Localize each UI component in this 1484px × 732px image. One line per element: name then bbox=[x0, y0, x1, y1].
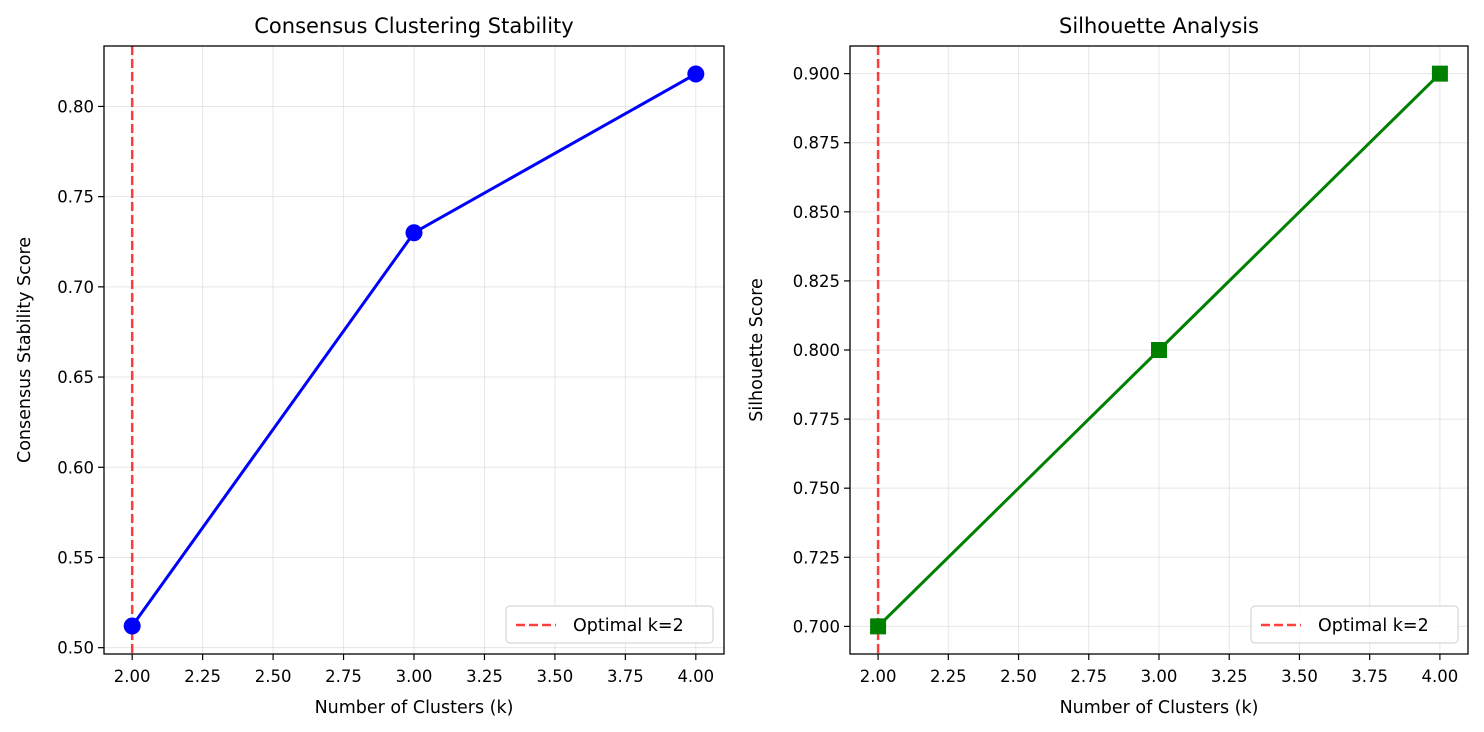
legend-box bbox=[505, 605, 714, 644]
data-point bbox=[405, 224, 423, 242]
legend-label: Optimal k=2 bbox=[573, 616, 684, 636]
silhouette-analysis-chart: Silhouette Analysis 2.00 2.25 2.50 2.75 3.00… bbox=[747, 14, 1469, 718]
x-tick-label: 3.25 bbox=[466, 667, 503, 686]
legend-box bbox=[1250, 605, 1459, 644]
legend-label: Optimal k=2 bbox=[1318, 616, 1429, 636]
data-point bbox=[1151, 342, 1167, 358]
data-point bbox=[870, 618, 887, 635]
x-tick-label: 2.00 bbox=[114, 667, 151, 686]
y-tick-label: 0.70 bbox=[57, 278, 94, 297]
y-tick-label: 0.800 bbox=[793, 341, 840, 360]
x-tick-label: 3.50 bbox=[537, 667, 574, 686]
y-tick-label: 0.80 bbox=[57, 97, 94, 116]
y-tick-label: 0.825 bbox=[793, 272, 840, 291]
x-tick-label: 2.75 bbox=[1070, 667, 1107, 686]
x-tick-label: 2.25 bbox=[184, 667, 221, 686]
x-tick-label: 2.50 bbox=[1000, 667, 1037, 686]
y-tick-label: 0.875 bbox=[793, 134, 840, 153]
data-point bbox=[1431, 65, 1448, 82]
y-tick-label: 0.50 bbox=[57, 639, 94, 658]
y-tick-label: 0.65 bbox=[57, 368, 94, 387]
legend: Optimal k=2 bbox=[505, 605, 714, 644]
consensus-stability-chart: Consensus Clustering Stability 2.00 2.25 2… bbox=[15, 14, 725, 718]
x-tick-label: 2.50 bbox=[255, 667, 292, 686]
x-tick-label: 2.75 bbox=[325, 667, 362, 686]
x-tick-label: 3.75 bbox=[607, 667, 644, 686]
y-tick-label: 0.750 bbox=[793, 479, 840, 498]
x-tick-label: 2.25 bbox=[930, 667, 967, 686]
legend: Optimal k=2 bbox=[1250, 605, 1459, 644]
y-tick-label: 0.725 bbox=[793, 548, 840, 567]
x-tick-label: 4.00 bbox=[677, 667, 714, 686]
data-point bbox=[687, 65, 705, 83]
chart-title: Silhouette Analysis bbox=[1059, 14, 1259, 38]
y-tick-label: 0.850 bbox=[793, 203, 840, 222]
y-axis-label: Silhouette Score bbox=[747, 278, 767, 422]
x-axis-label: Number of Clusters (k) bbox=[315, 698, 514, 718]
y-tick-label: 0.775 bbox=[793, 410, 840, 429]
y-axis-label: Consensus Stability Score bbox=[15, 237, 35, 463]
y-tick-label: 0.75 bbox=[57, 188, 94, 207]
chart-title: Consensus Clustering Stability bbox=[254, 14, 573, 38]
y-tick-label: 0.55 bbox=[57, 548, 94, 567]
x-tick-label: 3.00 bbox=[1141, 667, 1178, 686]
data-point bbox=[123, 617, 141, 635]
x-tick-label: 3.50 bbox=[1281, 667, 1318, 686]
y-tick-label: 0.700 bbox=[793, 617, 840, 636]
x-tick-label: 3.25 bbox=[1211, 667, 1248, 686]
x-tick-label: 3.00 bbox=[396, 667, 433, 686]
y-tick-label: 0.900 bbox=[793, 65, 840, 84]
x-tick-label: 2.00 bbox=[860, 667, 897, 686]
x-tick-label: 4.00 bbox=[1422, 667, 1459, 686]
x-axis-label: Number of Clusters (k) bbox=[1060, 698, 1259, 718]
x-tick-label: 3.75 bbox=[1351, 667, 1388, 686]
y-tick-label: 0.60 bbox=[57, 458, 94, 477]
